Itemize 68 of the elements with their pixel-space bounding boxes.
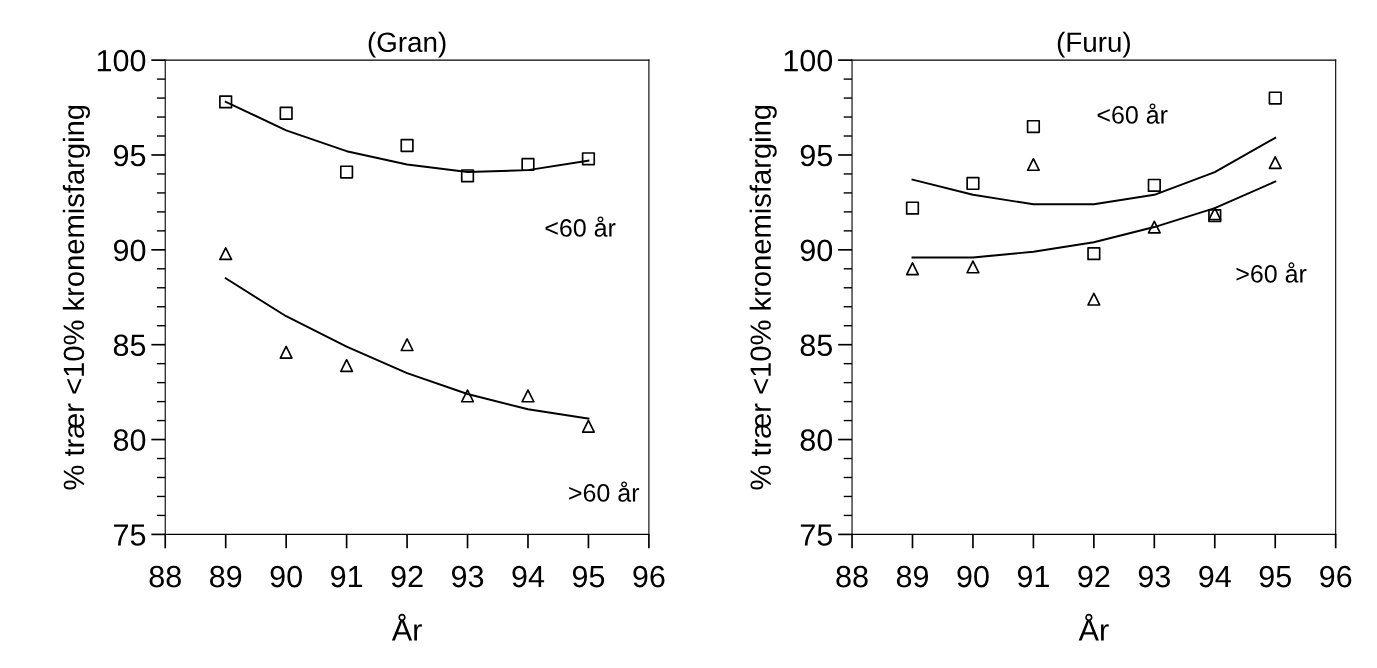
x-tick-label: 95 [572, 565, 605, 588]
x-tick-label: 93 [1138, 565, 1170, 588]
x-tick-label: 94 [512, 565, 545, 588]
x-tick-label: 91 [331, 565, 363, 588]
x-tick-label: 92 [391, 565, 423, 588]
line-series [911, 136, 1277, 206]
point [1268, 155, 1282, 170]
x-tick-label: 88 [836, 565, 868, 588]
text: >60 år [1236, 262, 1307, 283]
y-tick-label: 85 [800, 334, 833, 357]
point [1147, 178, 1161, 192]
y-tick-label: 100 [784, 49, 833, 72]
point [966, 176, 980, 191]
y-tick-label: 85 [113, 334, 146, 357]
point [1087, 292, 1101, 306]
y-tick-label: 100 [97, 49, 146, 72]
point [1087, 246, 1101, 261]
point [219, 95, 233, 109]
x-tick-label: 96 [1320, 565, 1352, 588]
chart-title: (Furu) [1057, 31, 1130, 58]
point [400, 138, 414, 153]
point [460, 169, 475, 183]
point [1268, 91, 1282, 105]
point [1026, 157, 1041, 172]
y-tick-label: 75 [114, 524, 146, 546]
x-tick-label: 93 [451, 565, 484, 588]
x-tick-label: 94 [1199, 565, 1231, 588]
point [905, 262, 920, 276]
x-tick-label: 90 [270, 565, 302, 588]
y-tick-label: 80 [113, 429, 146, 451]
y-tick-label: 75 [800, 524, 833, 546]
y-tick-label: 95 [800, 144, 833, 167]
x-tick-label: 89 [210, 565, 242, 588]
x-tick-label: 91 [1017, 565, 1049, 588]
point [521, 157, 535, 172]
chart-title: (Gran) [368, 31, 446, 58]
y-tick-label: 80 [800, 429, 833, 451]
point [966, 260, 980, 274]
text: <60 år [1097, 103, 1168, 124]
point [521, 389, 535, 403]
x-axis-title: År [1078, 613, 1109, 641]
point [339, 165, 354, 179]
y-tick-label: 90 [800, 239, 833, 262]
point [279, 345, 293, 359]
y-tick-label: 95 [113, 144, 146, 167]
x-tick-label: 96 [633, 565, 665, 588]
point [905, 201, 920, 215]
y-axis-title: % trær <10% kronemisfarging [749, 105, 777, 490]
series-label: <60 år [545, 216, 616, 237]
point [1147, 220, 1161, 234]
text: >60 år [569, 481, 640, 502]
x-tick-label: 88 [149, 565, 181, 588]
x-tick-label: 92 [1078, 565, 1110, 588]
point [581, 152, 596, 166]
y-axis-title: % trær <10% kronemisfarging [62, 105, 90, 490]
point [581, 419, 596, 433]
x-tick-label: 95 [1259, 565, 1291, 588]
point [339, 358, 354, 373]
x-tick-label: 90 [957, 565, 989, 588]
line-series [911, 180, 1277, 259]
point [400, 338, 414, 352]
point [460, 389, 475, 403]
x-axis-title: År [391, 613, 422, 641]
x-tick-label: 89 [896, 565, 929, 588]
point [1026, 119, 1041, 134]
point [279, 106, 293, 120]
y-tick-label: 90 [113, 239, 146, 262]
point [219, 246, 233, 261]
